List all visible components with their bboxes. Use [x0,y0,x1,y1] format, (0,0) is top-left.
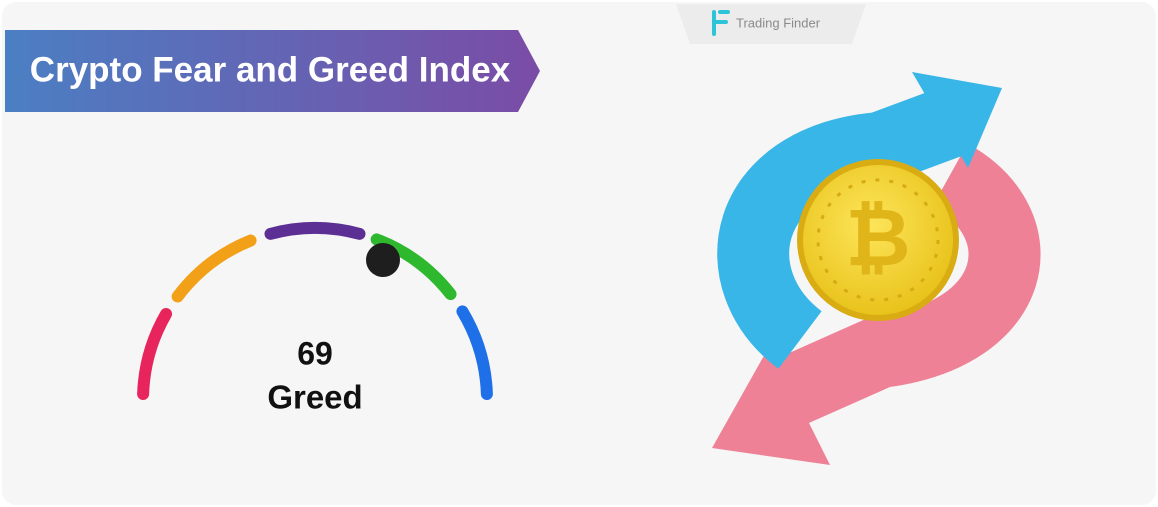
title: Crypto Fear and Greed Index [30,50,511,89]
brand-name: Trading Finder [736,15,821,30]
gauge-label: Greed [267,379,362,416]
gauge-marker [366,243,400,277]
gauge-segment [270,228,359,234]
scene: Trading Finder Crypto Fear and Greed Ind… [0,0,1158,507]
coin-symbol: ₿ [845,193,910,282]
gauge-value: 69 [297,335,333,371]
page: Trading Finder Crypto Fear and Greed Ind… [0,0,1158,507]
